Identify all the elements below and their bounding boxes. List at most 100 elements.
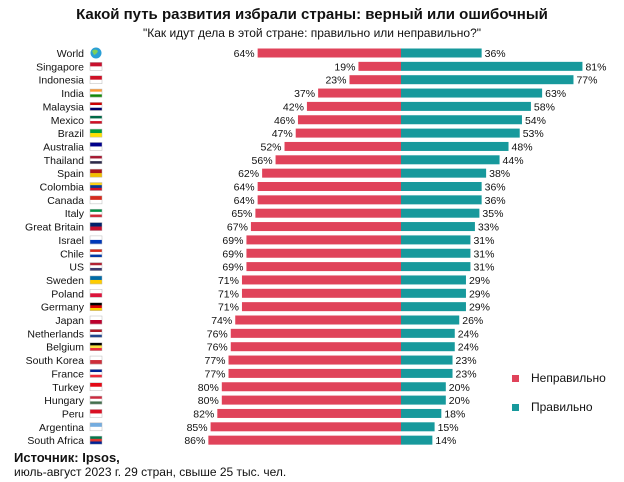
bar-right (401, 141, 509, 151)
bar-right (401, 101, 531, 111)
bar-wrong (235, 315, 401, 325)
bar-right (401, 382, 446, 392)
data-label-wrong: 64% (234, 182, 255, 194)
bar-right (401, 355, 453, 365)
bar-wrong (318, 88, 401, 98)
country-flag-icon-stripe (90, 386, 102, 391)
country-flag-icon-stripe (90, 185, 102, 189)
country-flag-icon-stripe (90, 422, 102, 427)
bar-wrong (208, 435, 401, 445)
country-flag-icon (89, 422, 103, 432)
country-flag-icon (89, 289, 103, 298)
category-label: US (69, 262, 84, 274)
country-flag-icon-stripe (90, 62, 102, 67)
data-label-right: 77% (576, 75, 597, 87)
country-flag-icon-stripe (90, 214, 102, 218)
bar-wrong (228, 368, 401, 378)
country-flag-icon-stripe (90, 146, 102, 151)
data-label-wrong: 71% (218, 302, 239, 314)
country-flag-icon-stripe (90, 316, 102, 321)
bar-right (401, 288, 466, 298)
country-flag-icon-stripe (90, 348, 102, 351)
bar-wrong (358, 61, 401, 71)
country-flag-icon-stripe (90, 121, 102, 124)
country-flag-icon (89, 369, 103, 378)
bar-right (401, 61, 583, 71)
chart-subtitle: "Как идут дела в этой стране: правильно … (142, 26, 482, 40)
country-flag-icon-stripe (90, 107, 102, 111)
bar-right (401, 208, 480, 218)
country-flag-icon-stripe (90, 436, 102, 440)
data-label-right: 20% (449, 382, 470, 394)
country-flag-icon-stripe (90, 129, 102, 134)
country-flag-icon-stripe (90, 94, 102, 98)
data-label-wrong: 56% (252, 155, 273, 167)
category-label: Peru (62, 408, 84, 420)
bar-wrong (257, 48, 401, 58)
country-flag-icon-stripe (90, 142, 102, 147)
bar-right (401, 408, 442, 418)
legend-swatch-wrong (512, 374, 519, 382)
country-flag-icon-stripe (90, 382, 102, 387)
category-label: Germany (41, 302, 85, 314)
country-flag-icon-stripe (90, 133, 102, 138)
country-flag-icon (89, 75, 103, 84)
data-label-right: 31% (473, 262, 494, 274)
category-label: Mexico (51, 115, 84, 127)
data-label-wrong: 77% (205, 368, 226, 380)
country-flag-icon (89, 88, 103, 98)
data-label-right: 18% (444, 408, 465, 420)
country-flag-icon-stripe (90, 158, 102, 162)
country-flag-icon (89, 222, 103, 231)
data-label-right: 44% (503, 155, 524, 167)
data-label-wrong: 80% (198, 382, 219, 394)
country-flag-icon-stripe (90, 209, 102, 213)
bar-wrong (257, 195, 401, 205)
data-label-right: 33% (478, 222, 499, 234)
category-label: Argentina (39, 422, 84, 434)
bar-right (401, 48, 482, 58)
country-flag-icon-stripe (90, 356, 102, 361)
data-label-right: 23% (456, 368, 477, 380)
bar-right (401, 182, 482, 191)
data-label-wrong: 47% (272, 128, 293, 140)
country-flag-icon (89, 315, 103, 325)
country-flag-icon (89, 208, 103, 218)
category-label: Great Britain (25, 222, 84, 234)
country-flag-icon-stripe (90, 275, 102, 281)
bar-wrong (275, 155, 401, 165)
legend-item-right: Правильно (512, 400, 593, 414)
category-label: Israel (58, 235, 84, 247)
country-flag-icon-stripe (90, 342, 102, 346)
category-label: Brazil (58, 128, 84, 140)
country-flag-icon-stripe (90, 195, 102, 201)
data-label-right: 81% (585, 61, 606, 73)
bar-wrong (210, 422, 401, 432)
bar-wrong (246, 235, 401, 245)
country-flag-icon-stripe (90, 161, 102, 164)
country-flag-icon-stripe (90, 360, 102, 365)
country-flag-icon-stripe (90, 409, 102, 414)
country-flag-icon-stripe (90, 182, 102, 186)
data-label-right: 29% (469, 275, 490, 287)
data-label-wrong: 80% (198, 395, 219, 407)
bar-wrong (250, 222, 401, 232)
category-label: South Korea (26, 355, 85, 367)
country-flag-icon-stripe (90, 169, 102, 174)
bar-wrong (228, 355, 401, 365)
bar-wrong (221, 382, 401, 392)
country-flag-icon-stripe (90, 105, 102, 108)
country-flag-icon (89, 102, 103, 111)
data-label-wrong: 42% (283, 101, 304, 113)
data-label-right: 31% (473, 235, 494, 247)
country-flag-icon (89, 235, 103, 245)
bar-wrong (295, 128, 401, 138)
country-flag-icon (89, 382, 103, 391)
country-flag-icon (89, 435, 103, 445)
data-label-right: 36% (485, 182, 506, 194)
bar-right (401, 128, 520, 138)
country-flag-icon-stripe (90, 251, 102, 255)
chart-title: Какой путь развития избрали страны: верн… (76, 6, 548, 23)
bar-wrong (217, 408, 401, 418)
country-flag-icon-stripe (90, 222, 102, 227)
